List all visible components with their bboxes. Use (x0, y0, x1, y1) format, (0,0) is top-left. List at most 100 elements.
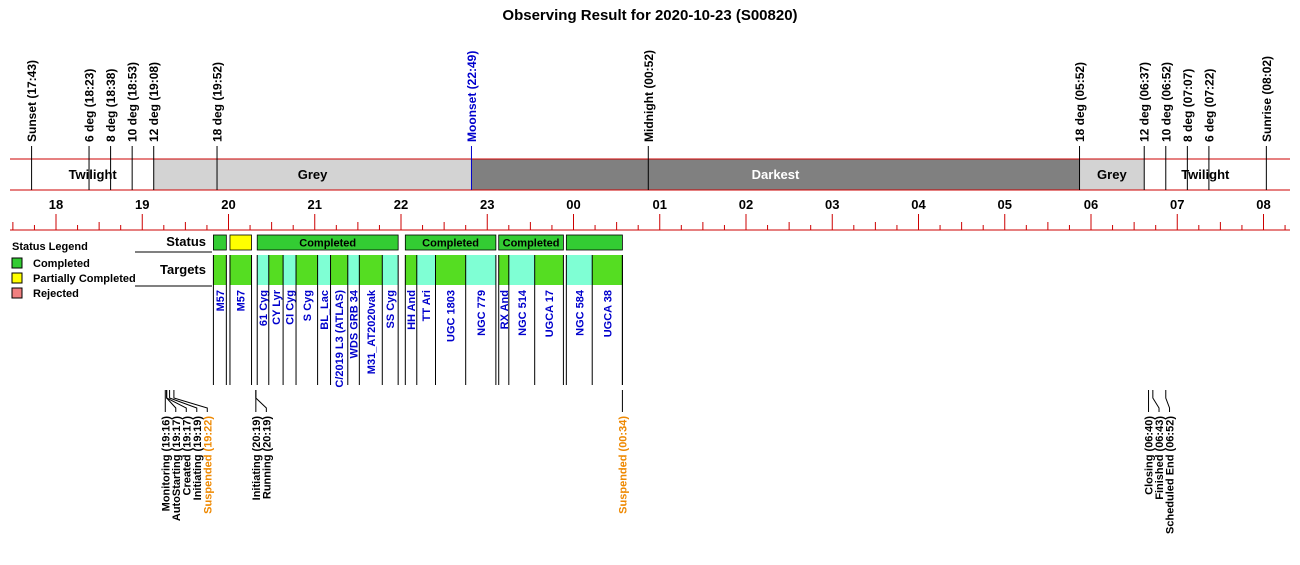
legend-item-label-1: Partially Completed (33, 273, 136, 285)
status-block-3 (404, 234, 497, 251)
state-event-label-9: Finished (06:43) (1154, 416, 1166, 500)
legend-swatch-1 (11, 272, 23, 284)
sky-band-label-0: Twilight (69, 167, 118, 182)
state-events-group: Monitoring (19:16)AutoStarting (19:17)Cr… (160, 390, 1177, 534)
sky-band-label-4: Twilight (1181, 167, 1230, 182)
state-event-label-5: Initiating (20:19) (251, 416, 263, 501)
hour-tick-label-7: 01 (653, 197, 667, 212)
target-name-19: UGCA 38 (602, 290, 614, 337)
hour-tick-label-1: 19 (135, 197, 149, 212)
state-event-label-3: Initiating (19:19) (192, 416, 204, 501)
target-block-1 (229, 255, 252, 285)
event-label-1: 6 deg (18:23) (83, 69, 97, 142)
target-name-6: BL_Lac (319, 290, 331, 330)
state-event-label-8: Closing (06:40) (1144, 416, 1156, 495)
target-name-10: SS Cyg (385, 290, 397, 329)
hour-tick-label-9: 03 (825, 197, 839, 212)
sky-band-1 (153, 159, 472, 190)
sky-band-label-3: Grey (1097, 167, 1127, 182)
target-block-18 (566, 255, 593, 285)
target-block-11 (405, 255, 417, 285)
hour-tick-label-8: 02 (739, 197, 753, 212)
state-event-connector-4 (173, 390, 208, 412)
state-event-connector-2 (166, 390, 187, 412)
hour-tick-label-2: 20 (221, 197, 235, 212)
target-name-2: 61 Cyg (258, 290, 270, 326)
target-block-12 (416, 255, 436, 285)
legend-item-label-2: Rejected (33, 288, 79, 300)
target-block-5 (296, 255, 318, 285)
status-block-0 (213, 234, 227, 251)
legend-item-label-0: Completed (33, 258, 90, 270)
chart-title: Observing Result for 2020-10-23 (S00820) (502, 7, 797, 24)
target-block-13 (435, 255, 466, 285)
hour-tick-label-5: 23 (480, 197, 494, 212)
legend-swatch-2 (11, 287, 23, 299)
target-block-6 (317, 255, 331, 285)
target-name-0: M57 (215, 290, 227, 311)
state-event-label-1: AutoStarting (19:17) (171, 416, 183, 521)
event-label-3: 10 deg (18:53) (126, 62, 140, 142)
status-block-label-2: Completed (299, 238, 356, 250)
status-row-label: Status (166, 234, 206, 249)
target-name-7: C/2019 L3 (ATLAS) (334, 290, 346, 388)
event-markers-group: Sunset (17:43) 6 deg (18:23) 8 deg (18:38)… (25, 50, 1274, 190)
state-event-connector-10 (1165, 390, 1171, 412)
event-label-11: 8 deg (07:07) (1181, 69, 1195, 142)
event-label-0: Sunset (17:43) (25, 60, 39, 142)
target-name-3: CY Lyr (271, 289, 283, 325)
target-name-9: M31_AT2020vak (366, 289, 378, 374)
targets-row-label: Targets (160, 262, 206, 277)
state-event-label-2: Created (19:17) (181, 416, 193, 496)
target-block-7 (330, 255, 348, 285)
hour-tick-label-13: 07 (1170, 197, 1184, 212)
event-label-5: 18 deg (19:52) (211, 62, 225, 142)
hour-tick-label-3: 21 (308, 197, 322, 212)
event-label-6: Moonset (22:49) (465, 51, 479, 142)
status-target-rows: Status Targets Completed Completed Completed (135, 234, 623, 287)
state-event-connector-3 (169, 390, 198, 412)
state-event-label-6: Running (20:19) (261, 416, 273, 499)
target-block-4 (283, 255, 297, 285)
status-block-2 (256, 234, 399, 251)
hour-tick-label-12: 06 (1084, 197, 1098, 212)
event-label-12: 6 deg (07:22) (1202, 69, 1216, 142)
event-label-8: 18 deg (05:52) (1073, 62, 1087, 142)
target-name-11: HH And (406, 290, 418, 330)
target-name-15: RX And (499, 290, 511, 329)
target-block-14 (465, 255, 496, 285)
hour-tick-label-0: 18 (49, 197, 63, 212)
target-name-1: M57 (236, 290, 248, 311)
event-label-4: 12 deg (19:08) (147, 62, 161, 142)
target-name-8: WDS GRB 34 (349, 289, 361, 358)
target-name-14: NGC 779 (476, 290, 488, 336)
target-block-15 (498, 255, 509, 285)
target-labels-group: M57 M57 61 Cyg CY Lyr CI Cyg S Cyg BL_Lac C/201… (212, 255, 623, 388)
state-event-connector-6 (255, 390, 267, 412)
target-name-12: TT Ari (421, 290, 433, 321)
legend-title: Status Legend (12, 241, 88, 253)
target-name-16: NGC 514 (517, 289, 529, 336)
sky-bands-group: Twilight Grey Darkest Grey Twilight (10, 158, 1290, 191)
target-block-0 (213, 255, 227, 285)
hour-tick-label-4: 22 (394, 197, 408, 212)
target-name-13: UGC 1803 (446, 290, 458, 342)
hour-tick-label-14: 08 (1256, 197, 1270, 212)
target-block-10 (382, 255, 399, 285)
status-legend: Status Legend Completed Partially Complete… (11, 241, 136, 300)
event-label-2: 8 deg (18:38) (104, 69, 118, 142)
target-name-18: NGC 584 (574, 289, 586, 336)
state-event-connector-1 (166, 390, 177, 412)
target-block-8 (347, 255, 360, 285)
sky-band-3 (1079, 159, 1145, 190)
state-event-label-7: Suspended (00:34) (617, 416, 629, 514)
legend-swatch-0 (11, 257, 23, 269)
sky-band-label-2: Darkest (752, 167, 800, 182)
event-label-9: 12 deg (06:37) (1138, 62, 1152, 142)
state-event-label-4: Suspended (19:22) (202, 416, 214, 514)
sky-band-2 (471, 159, 1080, 190)
hour-tick-label-11: 05 (998, 197, 1012, 212)
status-block-5 (565, 234, 623, 251)
